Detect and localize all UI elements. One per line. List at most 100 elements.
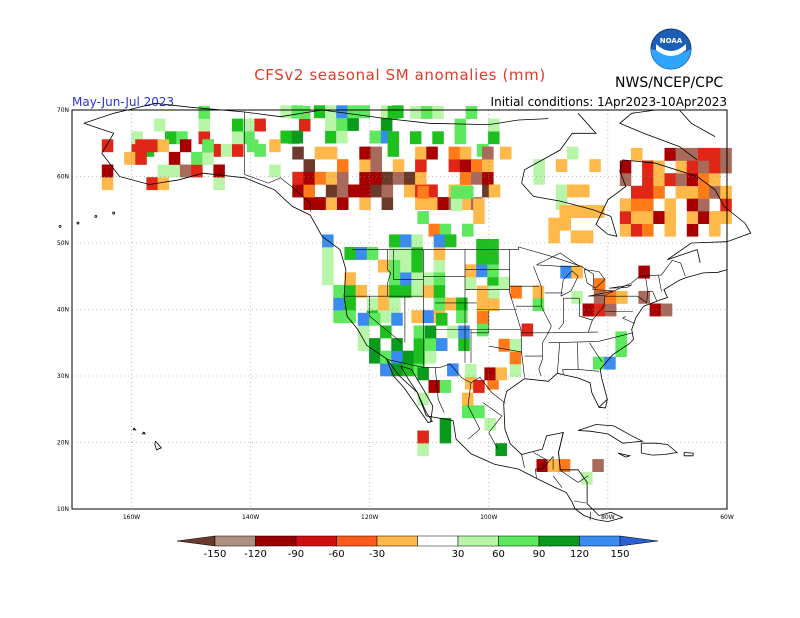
colorbar: -150 -120 -90 -60 -30 30 60 90 120 150 — [176, 535, 659, 560]
anomaly-cell — [533, 171, 545, 185]
anomaly-cell — [198, 118, 210, 132]
anomaly-cell — [357, 325, 370, 339]
aleutian-island — [94, 214, 98, 218]
anomaly-cell — [709, 147, 721, 161]
anomaly-cell — [246, 139, 259, 153]
anomaly-cell — [366, 297, 379, 311]
anomaly-cell — [176, 131, 188, 145]
border-line — [533, 452, 546, 470]
anomaly-cell — [488, 131, 500, 145]
anomaly-cell — [581, 471, 593, 485]
anomaly-cell — [615, 331, 627, 345]
aleutian-island — [76, 221, 80, 225]
anomaly-cell — [370, 184, 382, 198]
anomaly-cell — [400, 259, 412, 273]
anomaly-cell — [638, 265, 650, 279]
anomaly-cell — [698, 185, 710, 199]
island — [640, 442, 678, 456]
anomaly-cell — [400, 234, 412, 248]
anomaly-cell — [555, 197, 568, 210]
anomaly-cell — [649, 303, 662, 317]
anomaly-cell — [709, 223, 721, 237]
anomaly-cell — [476, 285, 489, 299]
anomaly-cell — [400, 247, 412, 260]
anomaly-cell — [421, 106, 433, 119]
anomaly-cell — [415, 146, 427, 160]
anomaly-cell — [355, 247, 368, 260]
border-line — [604, 295, 647, 304]
anomaly-cell — [664, 198, 676, 212]
border-line — [548, 332, 633, 344]
colorbar-label: 120 — [570, 549, 589, 560]
anomaly-cell — [380, 105, 393, 119]
anomaly-cell — [509, 338, 522, 352]
anomaly-cell — [359, 197, 371, 210]
anomaly-cell — [322, 272, 334, 286]
anomaly-cell — [254, 118, 266, 132]
anomaly-cell — [314, 171, 327, 185]
island — [141, 431, 146, 435]
lat-lon-grid — [72, 110, 727, 509]
anomaly-cell — [402, 350, 414, 364]
anomaly-cell — [413, 350, 426, 364]
anomaly-cell — [631, 211, 643, 224]
anomaly-cell — [424, 325, 437, 339]
anomaly-cell — [471, 159, 483, 173]
anomaly-cell — [377, 284, 390, 298]
anomaly-cell — [433, 247, 446, 260]
season-label: May-Jun-Jul 2023 — [72, 95, 175, 109]
anomaly-cell — [422, 310, 435, 324]
border-line — [521, 454, 525, 468]
longitude-label: 100W — [480, 514, 497, 521]
anomaly-cell — [292, 146, 304, 160]
anomaly-cell — [391, 350, 403, 364]
anomaly-cell — [487, 264, 499, 278]
anomaly-cell — [686, 160, 699, 174]
anomaly-cell — [191, 164, 203, 178]
anomaly-cell — [380, 130, 393, 144]
anomaly-cell — [391, 363, 403, 377]
longitude-label: 60W — [720, 514, 734, 521]
border-line — [589, 511, 591, 521]
anomaly-cell — [333, 297, 345, 311]
anomaly-cell — [638, 290, 650, 304]
anomaly-cell — [232, 131, 244, 145]
anomaly-cell — [698, 147, 710, 161]
anomaly-cell — [532, 285, 545, 299]
longitude-labels: 160W 140W 120W 100W 80W 60W — [123, 514, 734, 521]
noaa-logo-icon: NOAA — [650, 28, 692, 70]
anomaly-cell — [619, 198, 632, 212]
anomaly-cell — [303, 171, 315, 185]
anomaly-cell — [209, 143, 222, 157]
anomaly-cell — [369, 338, 381, 351]
border-line — [658, 275, 662, 292]
anomaly-cell — [347, 105, 359, 119]
anomaly-cell — [325, 184, 338, 198]
anomaly-cell — [495, 367, 507, 381]
colorbar-segment — [498, 535, 540, 547]
map-title: CFSv2 seasonal SM anomalies (mm) — [254, 66, 546, 84]
political-borders — [244, 112, 686, 521]
colorbar-label: -60 — [328, 549, 344, 560]
border-line — [534, 456, 554, 479]
colorbar-segment — [579, 535, 621, 547]
anomaly-cell — [325, 105, 337, 119]
anomaly-cell — [313, 105, 326, 119]
anomaly-cell — [447, 325, 459, 339]
anomaly-cell — [413, 325, 426, 339]
border-line — [387, 249, 391, 297]
anomaly-cell — [380, 118, 393, 131]
anomaly-cell — [389, 272, 401, 286]
anomaly-cell — [336, 118, 348, 131]
border-line — [552, 475, 563, 488]
anomaly-cell — [686, 185, 699, 199]
anomaly-cell — [232, 143, 244, 157]
island — [617, 452, 632, 458]
anomaly-cell — [101, 139, 114, 153]
anomaly-cell — [314, 197, 327, 210]
anomaly-cell — [389, 247, 401, 260]
anomaly-cell — [198, 131, 210, 145]
anomaly-cell — [567, 146, 579, 160]
anomaly-cell — [465, 106, 478, 119]
anomaly-cell — [465, 264, 477, 278]
